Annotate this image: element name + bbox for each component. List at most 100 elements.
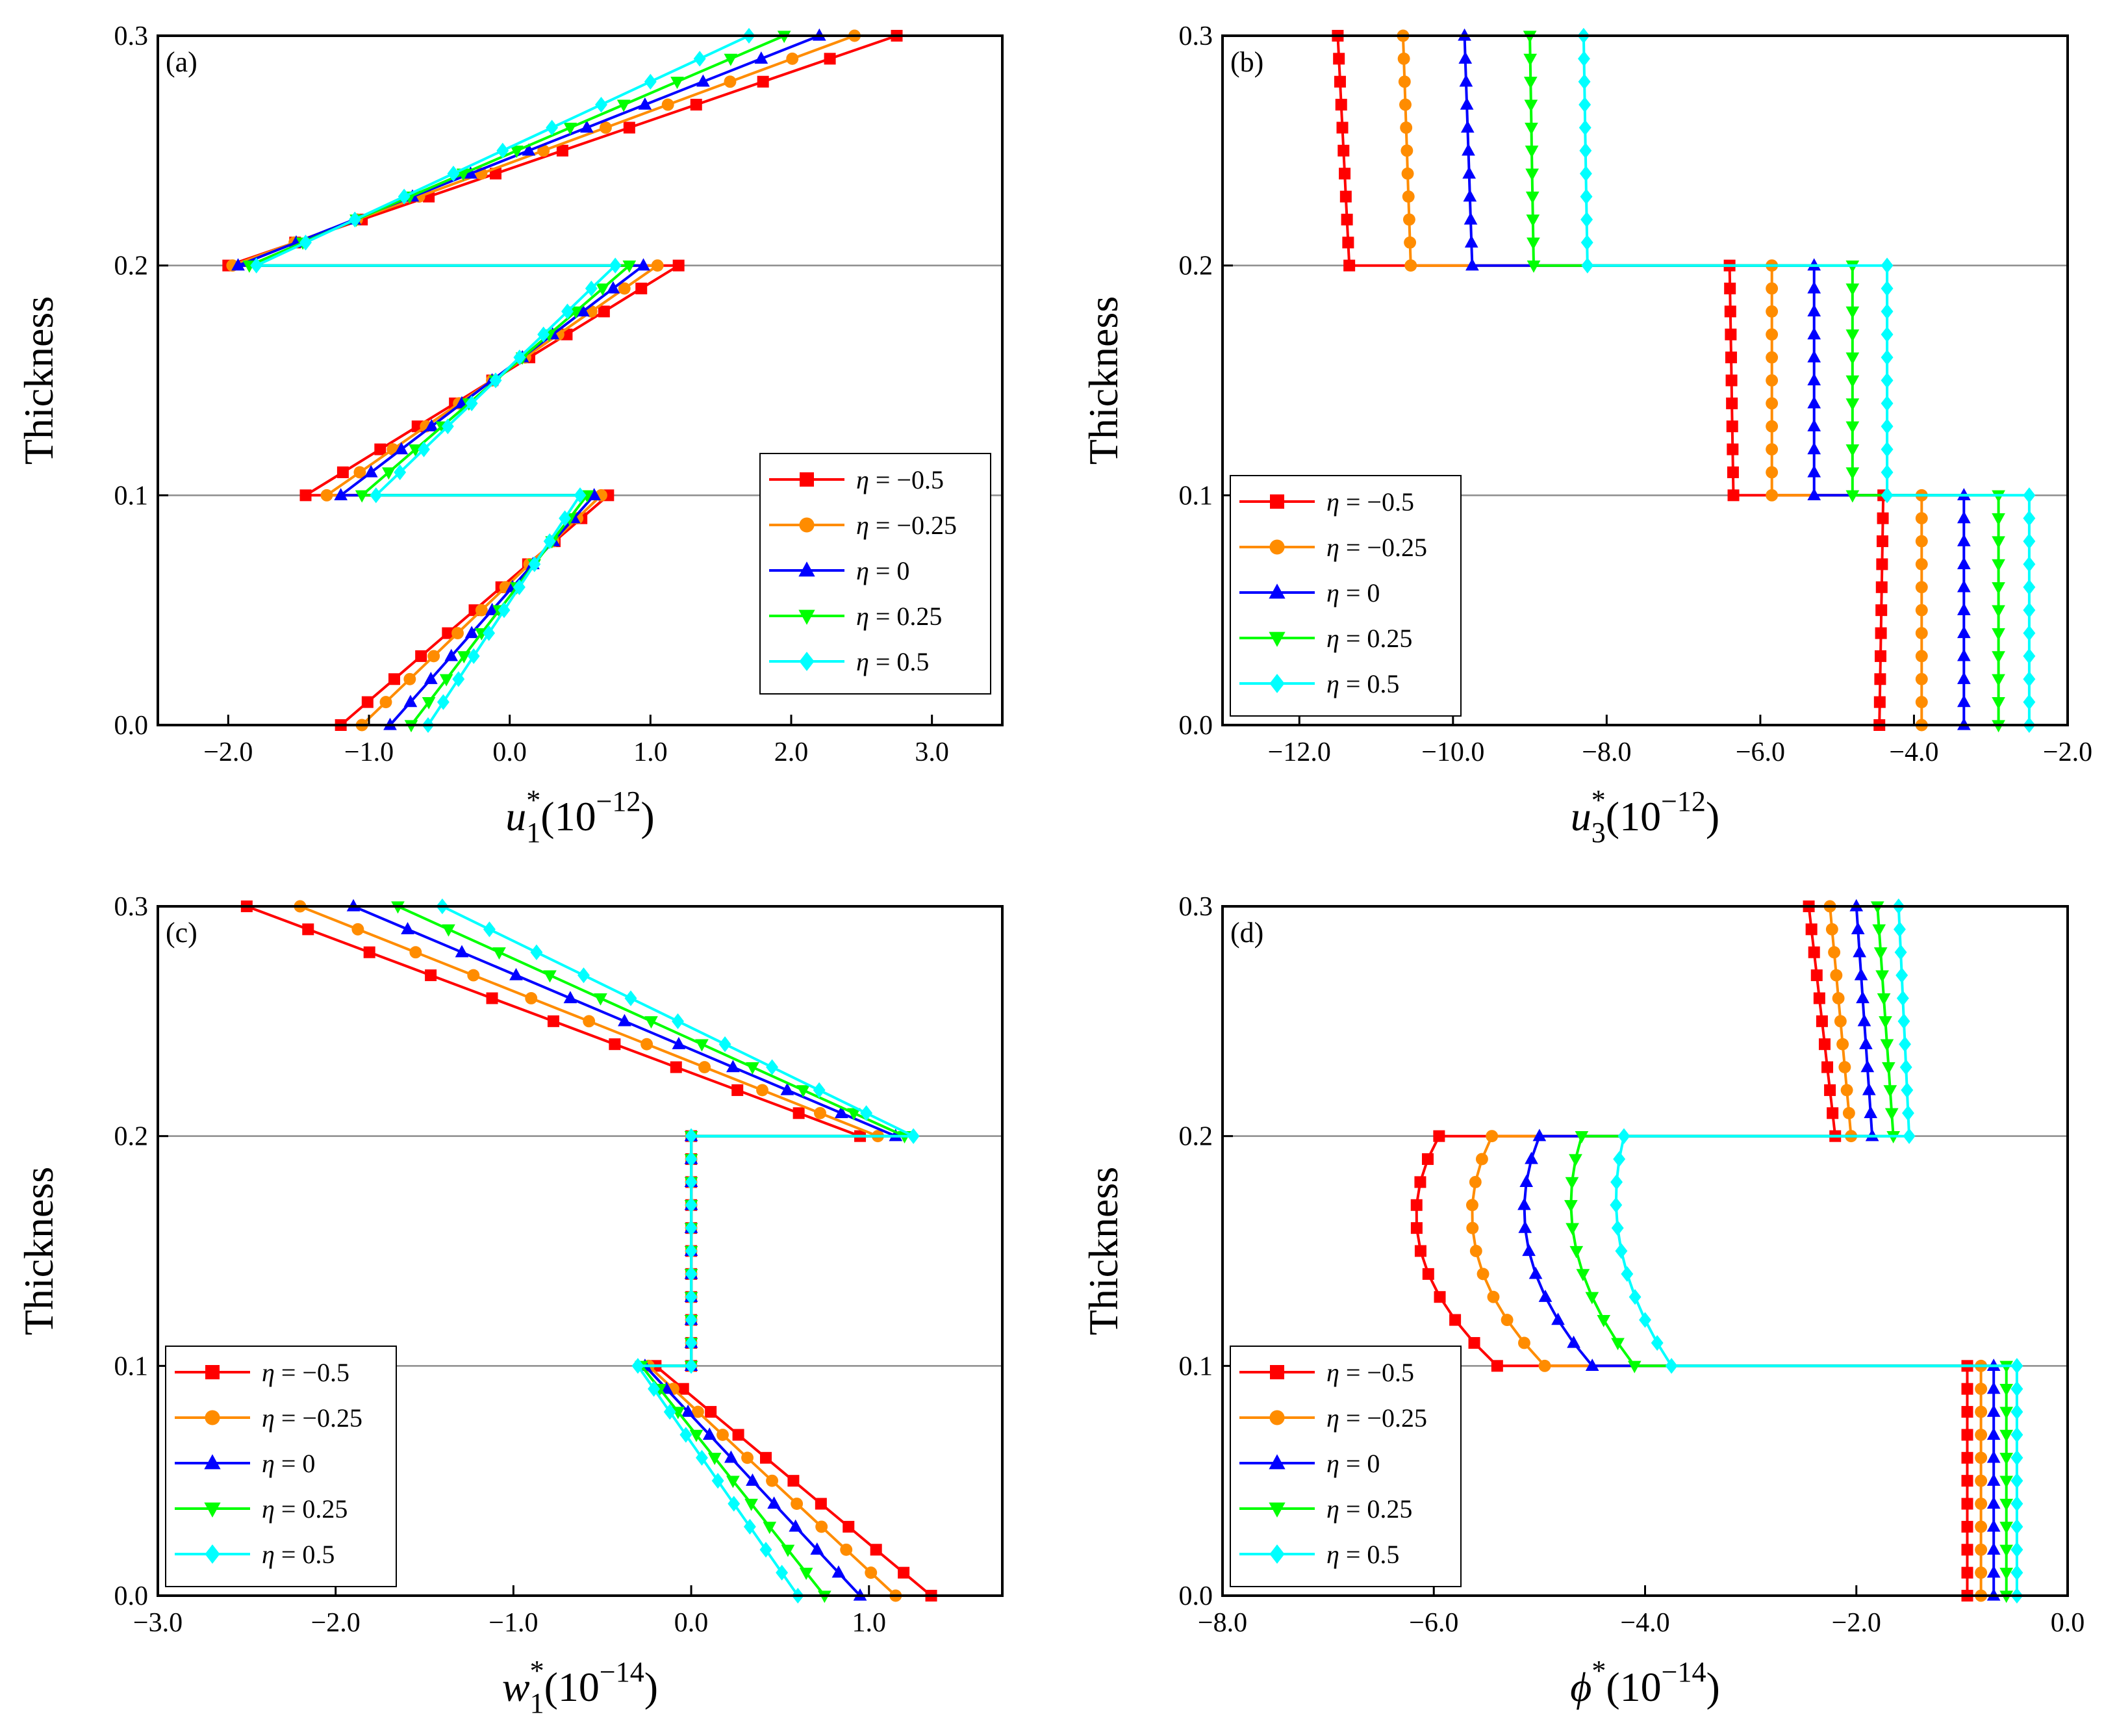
data-point [2010, 1518, 2023, 1535]
data-point [689, 1429, 704, 1442]
data-point [791, 1498, 804, 1510]
data-point [530, 944, 543, 960]
data-point [1876, 535, 1888, 548]
data-point [1899, 1059, 1912, 1075]
data-point [1462, 143, 1475, 156]
legend-eta: η [1326, 578, 1346, 607]
data-point [1992, 674, 2005, 687]
legend-marker [1269, 583, 1286, 599]
data-point [1881, 326, 1894, 342]
data-point [1410, 1222, 1423, 1234]
legend-eta: η [262, 1403, 281, 1433]
legend-label: η = −0.5 [1326, 1358, 1414, 1387]
data-point [1986, 1496, 2001, 1509]
data-point [860, 1105, 873, 1121]
data-point [1877, 512, 1889, 524]
legend-item: η = −0.25 [1239, 1403, 1427, 1433]
data-point [622, 261, 637, 273]
x-axis-exponent: −14 [1662, 1656, 1706, 1688]
legend-eta: η [262, 1449, 281, 1478]
data-point [598, 305, 610, 318]
data-point [1881, 418, 1894, 435]
panel-a: −2.0 −1.0 0.0 1.0 2.0 3.0 0.0 0.1 0.2 0.3 (a) Thick… [16, 21, 1004, 849]
x-axis-exponent: −12 [596, 785, 641, 817]
data-point [1875, 627, 1887, 639]
data-point [1580, 235, 1593, 251]
data-point [1335, 99, 1347, 111]
legend-item: η = 0.5 [769, 647, 929, 676]
data-point [1567, 1335, 1580, 1348]
data-point [483, 625, 496, 641]
data-point [1810, 969, 1823, 982]
data-point [1525, 122, 1538, 135]
legend-eta: η [262, 1358, 281, 1387]
data-point [1875, 581, 1888, 593]
data-point [766, 1474, 779, 1487]
x-tick-label: 0.0 [492, 737, 527, 767]
series-eta-1 [1465, 900, 1988, 1602]
legend-eta: η [1326, 533, 1346, 562]
data-point [754, 51, 768, 64]
data-point [711, 1473, 724, 1489]
data-point [1975, 1428, 1988, 1441]
data-point [457, 651, 471, 664]
data-point [1578, 96, 1591, 113]
data-point [2010, 1564, 2023, 1581]
data-point [2010, 1449, 2023, 1466]
legend-item: η = 0 [1239, 1449, 1380, 1478]
data-point [492, 947, 506, 960]
data-point [1961, 1544, 1973, 1556]
data-point [425, 969, 437, 982]
data-point [561, 303, 574, 320]
data-point [547, 1015, 559, 1027]
data-point [685, 1334, 698, 1351]
data-point [1725, 328, 1737, 340]
data-point [1876, 558, 1888, 570]
data-point [1957, 511, 1971, 524]
data-point [1901, 1105, 1914, 1121]
x-axis-close: ) [1706, 1664, 1719, 1710]
data-point [1881, 280, 1894, 297]
x-axis-subscript: 1 [526, 817, 540, 849]
data-point [1999, 1567, 2014, 1580]
data-point [250, 257, 263, 274]
data-point [1551, 1312, 1565, 1325]
data-point [1957, 557, 1971, 570]
data-point [1881, 441, 1894, 457]
data-point [631, 1358, 644, 1374]
data-point [1581, 257, 1594, 274]
series-eta-4 [250, 27, 755, 734]
x-tick-label: −6.0 [1736, 737, 1785, 767]
data-point [1402, 213, 1415, 226]
data-point [1469, 1175, 1482, 1188]
data-point [799, 1567, 813, 1580]
data-point [789, 1519, 803, 1532]
legend-box [1230, 475, 1462, 717]
legend-value: = 0.25 [876, 602, 943, 631]
data-point [1915, 535, 1928, 548]
data-point [1915, 696, 1928, 709]
legend-box [759, 453, 991, 695]
data-point [1903, 1128, 1916, 1144]
y-tick-label: 0.2 [114, 251, 149, 281]
y-tick-label: 0.2 [1179, 251, 1213, 281]
data-point [1999, 1498, 2014, 1511]
legend-box [1230, 1346, 1462, 1587]
data-point [763, 1522, 777, 1535]
data-point [1986, 1427, 2001, 1440]
data-point [618, 1014, 631, 1027]
data-point [1992, 582, 2005, 595]
data-point [1821, 1061, 1834, 1073]
plot-frame [157, 34, 1004, 726]
data-point [442, 924, 455, 937]
legend-value: = −0.5 [1346, 1358, 1414, 1387]
data-point [1610, 1197, 1623, 1213]
data-point [1613, 1151, 1626, 1168]
x-tick-label: 2.0 [774, 737, 809, 767]
x-tick-label: −12.0 [1268, 737, 1331, 767]
x-axis-variable: ϕ [1570, 1664, 1591, 1710]
x-tick-label: −8.0 [1198, 1608, 1247, 1638]
data-point [475, 604, 488, 617]
data-point [299, 235, 312, 251]
legend-item: η = 0 [1239, 578, 1380, 607]
